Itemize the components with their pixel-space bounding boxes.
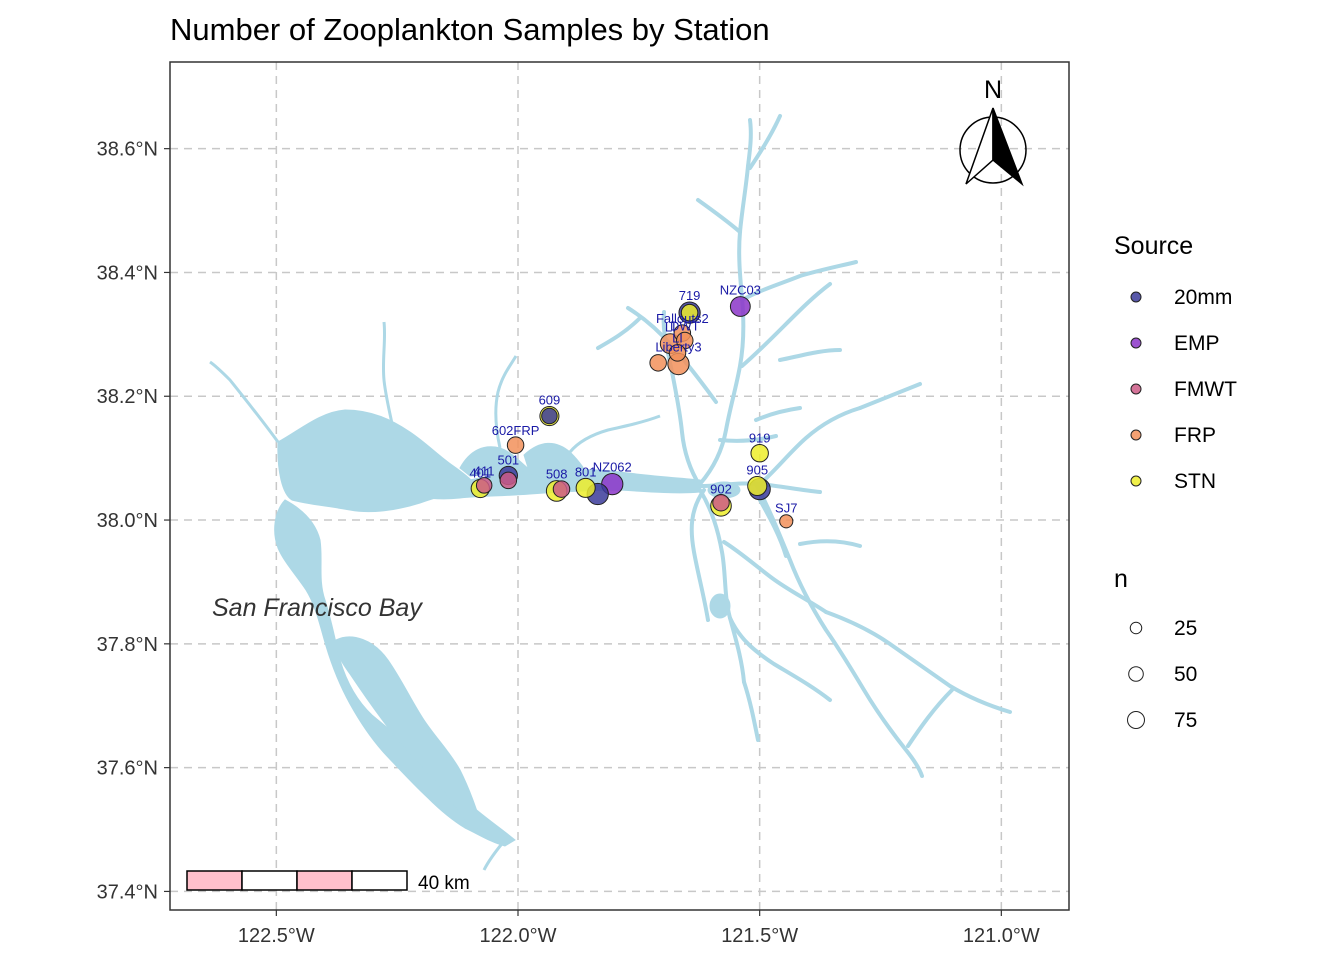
station-point	[729, 296, 751, 317]
axis-tick-labels: 122.5°W 122.0°W 121.5°W 121.0°W 37.4°N 37.6°N…	[97, 139, 1040, 947]
station-point	[680, 303, 699, 322]
central-bay	[274, 499, 516, 847]
station-point	[668, 344, 687, 362]
station-label: 801	[575, 464, 597, 479]
napa-river	[381, 321, 397, 441]
legend-source-label: FRP	[1174, 424, 1216, 447]
legend-source-key	[1130, 429, 1142, 441]
station-label: 501	[497, 452, 519, 467]
scale-bar-segment-4	[351, 870, 408, 891]
legend-size-label: 50	[1174, 663, 1197, 686]
x-tick-label: 122.0°W	[480, 925, 557, 947]
legend-source-key	[1130, 337, 1142, 349]
y-tick-label: 38.0°N	[97, 510, 158, 532]
station-label: Fallouts2	[656, 311, 709, 326]
y-tick-label: 37.6°N	[97, 758, 158, 780]
panel-border	[169, 61, 1070, 911]
legend-source-key	[1130, 383, 1142, 395]
station-label: 602FRP	[492, 423, 540, 438]
station-point	[475, 477, 493, 494]
station-label: DWT	[670, 318, 700, 333]
legend-source-items: 20mm EMP FMWT FRP STN	[1130, 286, 1237, 493]
north-arrow-label: N	[984, 76, 1002, 104]
san-francisco-bay-label: San Francisco Bay	[212, 594, 423, 622]
y-tick-label: 37.4°N	[97, 881, 158, 903]
north-arrow: N	[959, 76, 1027, 187]
x-tick-label: 121.5°W	[721, 925, 798, 947]
station-label: NZ062	[593, 460, 632, 475]
delta-lake	[709, 593, 731, 619]
legend-source-key	[1130, 291, 1142, 303]
station-label: 719	[679, 288, 701, 303]
y-tick-label: 37.8°N	[97, 634, 158, 656]
station-label: 609	[539, 393, 561, 408]
station-label: 401	[469, 465, 491, 480]
legend-size-label: 75	[1174, 709, 1197, 732]
legend-source: Source 20mm EMP FMWT FRP STN	[1114, 232, 1237, 493]
station-label: Liberty3	[655, 339, 701, 354]
station-point	[575, 477, 596, 498]
station-points: 719 NZC03Fallouts2DWTLILILiberty3609602FR…	[469, 283, 797, 529]
station-point	[499, 471, 518, 490]
x-tick-label: 121.0°W	[963, 925, 1040, 947]
legend-source-label: FMWT	[1174, 378, 1237, 401]
station-point	[779, 514, 794, 529]
map-title: Number of Zooplankton Samples by Station	[170, 12, 770, 47]
scale-bar-label: 40 km	[418, 873, 470, 894]
station-label: 905	[746, 462, 768, 477]
legend-source-title: Source	[1114, 232, 1193, 260]
station-point	[712, 493, 730, 512]
grizzly-bay	[523, 442, 589, 480]
y-tick-label: 38.4°N	[97, 262, 158, 284]
suisun-slough	[494, 355, 518, 449]
legend-source-label: EMP	[1174, 332, 1220, 355]
station-label: 902	[710, 482, 732, 497]
station-point	[750, 443, 769, 463]
station-point	[552, 480, 571, 498]
petaluma-river	[209, 360, 280, 443]
station-point	[649, 354, 667, 372]
scale-bar-segment-1	[186, 870, 243, 891]
legend-size: n 25 50 75	[1114, 565, 1197, 732]
station-point	[506, 436, 525, 454]
station-point	[747, 475, 768, 497]
legend-size-key	[1129, 621, 1143, 635]
south-bay	[335, 636, 483, 831]
x-tick-label: 122.5°W	[238, 925, 315, 947]
legend-size-key	[1128, 666, 1144, 682]
scale-bar-segment-3	[296, 870, 353, 891]
station-label: LI	[665, 320, 676, 335]
legend-source-label: STN	[1174, 470, 1216, 493]
y-tick-label: 38.2°N	[97, 386, 158, 408]
legend-source-key	[1130, 475, 1142, 487]
north-arrow-right-half	[992, 107, 1024, 187]
legend-size-key	[1127, 711, 1145, 729]
scale-bar: 40 km	[186, 870, 470, 894]
station-label: NZC03	[720, 283, 761, 298]
station-label: 919	[749, 430, 771, 445]
station-label: 411	[474, 464, 495, 479]
y-tick-label: 38.6°N	[97, 139, 158, 161]
station-label: 508	[546, 467, 568, 482]
station-label: LI	[672, 331, 683, 346]
legend-size-label: 25	[1174, 617, 1197, 640]
map-panel: 719 NZC03Fallouts2DWTLILILiberty3609602FR…	[169, 61, 1070, 911]
station-label: SJ7	[775, 501, 797, 516]
coyote-creek	[482, 839, 507, 871]
legend-size-items: 25 50 75	[1127, 617, 1197, 732]
scale-bar-segment-2	[241, 870, 298, 891]
legend-source-label: 20mm	[1174, 286, 1232, 309]
montezuma-slough	[568, 414, 661, 453]
station-point	[541, 407, 558, 425]
legend-size-title: n	[1114, 565, 1128, 593]
